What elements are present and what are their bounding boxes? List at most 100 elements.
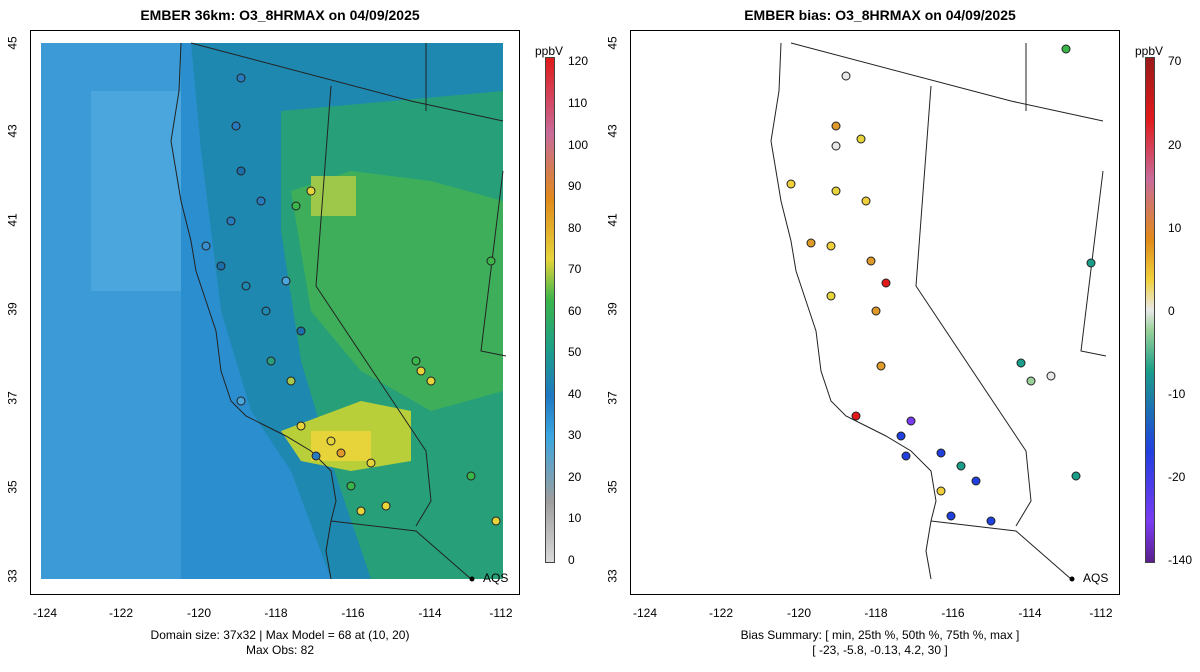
bias-colorbar-tick: 20: [1168, 138, 1182, 152]
x-tick-label: -122: [708, 606, 734, 620]
mx-border: [330, 520, 472, 580]
station-marker: [336, 448, 346, 458]
station-marker: [851, 411, 861, 421]
station-marker: [856, 134, 866, 144]
station-marker: [236, 166, 246, 176]
station-marker: [861, 196, 871, 206]
station-marker: [1026, 376, 1036, 386]
x-tick-label: -122: [108, 606, 134, 620]
station-marker: [356, 506, 366, 516]
model-colorbar-tick: 30: [568, 428, 582, 442]
station-marker: [826, 291, 836, 301]
aqs-marker-label: AQS: [483, 571, 509, 585]
station-marker: [266, 356, 276, 366]
station-marker: [831, 186, 841, 196]
station-marker: [1086, 258, 1096, 268]
station-marker: [296, 421, 306, 431]
station-marker: [786, 179, 796, 189]
x-tick-label: -116: [341, 606, 365, 620]
x-tick-label: -112: [1089, 606, 1113, 620]
station-marker: [296, 326, 306, 336]
y-tick-label: 37: [605, 391, 620, 405]
model-colorbar-tick: 120: [568, 54, 589, 68]
bias-map-panel: EMBER bias: O3_8HRMAX on 04/09/2025: [600, 0, 1200, 672]
model-colorbar-tick: 90: [568, 179, 582, 193]
station-marker: [1046, 371, 1056, 381]
model-colorbar-tick: 50: [568, 345, 582, 359]
model-grid-land-green: [291, 171, 503, 411]
y-tick-label: 45: [605, 36, 620, 50]
bias-colorbar-tick: -140: [1168, 553, 1193, 567]
station-marker: [326, 436, 336, 446]
y-tick-label: 33: [605, 569, 620, 583]
x-tick-label: -120: [786, 606, 812, 620]
bias-colorbar-tick: 10: [1168, 221, 1182, 235]
station-marker: [256, 196, 266, 206]
station-marker: [896, 431, 906, 441]
aqs-marker-dot: [469, 576, 475, 582]
model-caption-domain: Domain size: 37x32 | Max Model = 68 at (…: [150, 628, 410, 642]
bias-colorbar-unit: ppbV: [1135, 44, 1164, 58]
ut-az-border: [1080, 170, 1107, 357]
station-marker: [466, 471, 476, 481]
station-marker: [236, 396, 246, 406]
y-tick-label: 45: [5, 36, 20, 50]
station-marker: [286, 376, 296, 386]
x-tick-label: -118: [264, 606, 288, 620]
model-colorbar-tick: 0: [568, 553, 575, 567]
model-colorbar-tick: 40: [568, 387, 582, 401]
station-marker: [866, 256, 876, 266]
y-tick-label: 37: [5, 391, 20, 405]
y-tick-label: 43: [605, 124, 620, 138]
station-marker: [841, 71, 851, 81]
model-colorbar-tick: 100: [568, 138, 589, 152]
station-marker: [261, 306, 271, 316]
station-marker: [936, 448, 946, 458]
model-map-panel: EMBER 36km: O3_8HRMAX on 04/09/2025: [5, 7, 589, 657]
station-marker: [241, 281, 251, 291]
model-colorbar-tick: 60: [568, 304, 582, 318]
station-marker: [216, 261, 226, 271]
y-tick-label: 39: [5, 302, 20, 316]
station-marker: [906, 416, 916, 426]
station-marker: [871, 306, 881, 316]
model-grid-light-patch: [91, 91, 181, 291]
x-tick-label: -120: [186, 606, 212, 620]
station-marker: [366, 458, 376, 468]
station-marker: [956, 461, 966, 471]
model-map-plot: [30, 30, 520, 595]
model-colorbar-tick: 20: [568, 470, 582, 484]
bias-map-title: EMBER bias: O3_8HRMAX on 04/09/2025: [744, 7, 1016, 23]
or-border: [790, 42, 1104, 122]
station-marker: [236, 73, 246, 83]
coastline: [170, 42, 337, 580]
model-colorbar-tick: 70: [568, 262, 582, 276]
ut-az-border: [480, 170, 507, 357]
model-colorbar: [545, 57, 555, 563]
mx-border: [930, 520, 1072, 580]
station-marker: [311, 451, 321, 461]
station-marker: [946, 511, 956, 521]
station-marker: [1016, 358, 1026, 368]
bias-station-markers: [786, 44, 1096, 526]
station-marker: [936, 486, 946, 496]
station-marker: [231, 121, 241, 131]
model-colorbar-tick: 110: [568, 96, 588, 110]
station-marker: [826, 241, 836, 251]
station-marker: [381, 501, 391, 511]
station-marker: [416, 366, 426, 376]
station-markers: [201, 73, 501, 526]
x-tick-label: -118: [864, 606, 888, 620]
model-map-svg: [41, 42, 507, 582]
model-grid-oregon-patch: [311, 176, 356, 216]
model-colorbar-tick: 80: [568, 221, 582, 235]
x-tick-label: -112: [489, 606, 513, 620]
station-marker: [201, 241, 211, 251]
y-tick-label: 33: [5, 569, 20, 583]
x-tick-label: -124: [32, 606, 58, 620]
bias-colorbar-tick: 0: [1168, 304, 1175, 318]
station-marker: [1061, 44, 1071, 54]
station-marker: [876, 361, 886, 371]
ca-nv-border: [915, 85, 1032, 527]
y-tick-label: 35: [605, 480, 620, 494]
